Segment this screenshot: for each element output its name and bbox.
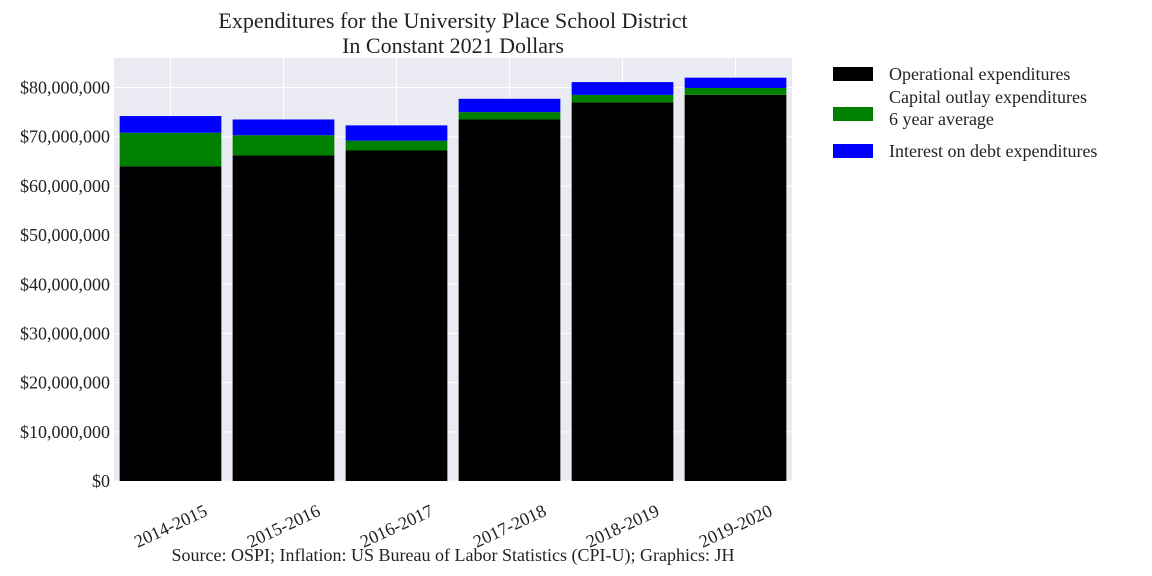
bar-interest-on-debt-expenditures-2019-2020 bbox=[684, 77, 787, 89]
y-tick-label: $70,000,000 bbox=[20, 127, 110, 147]
y-tick-label: $60,000,000 bbox=[20, 176, 110, 196]
chart-title: Expenditures for the University Place Sc… bbox=[218, 8, 687, 33]
chart-subtitle: In Constant 2021 Dollars bbox=[342, 33, 564, 58]
x-tick-label: 2017-2018 bbox=[470, 500, 549, 551]
x-tick-label: 2018-2019 bbox=[583, 500, 662, 551]
bar-interest-on-debt-expenditures-2017-2018 bbox=[458, 98, 561, 113]
bar-capital-outlay-expenditures-6-year-average-2015-2016 bbox=[232, 135, 335, 156]
source-footnote: Source: OSPI; Inflation: US Bureau of La… bbox=[172, 545, 735, 566]
bar-operational-expenditures-2018-2019 bbox=[571, 102, 674, 481]
y-axis-tick-labels: $0 $10,000,000 $20,000,000 $30,000,000 $40,0… bbox=[20, 78, 110, 491]
x-tick-label: 2014-2015 bbox=[131, 500, 210, 551]
bar-operational-expenditures-2016-2017 bbox=[345, 150, 448, 481]
y-tick-label: $80,000,000 bbox=[20, 78, 110, 98]
y-tick-label: $20,000,000 bbox=[20, 373, 110, 393]
bars bbox=[119, 77, 787, 482]
legend-swatch-capital-outlay-expenditures-6-year-average bbox=[833, 107, 873, 121]
bar-operational-expenditures-2014-2015 bbox=[119, 166, 222, 482]
x-tick-label: 2016-2017 bbox=[357, 500, 436, 551]
legend-swatch-operational-expenditures bbox=[833, 67, 873, 81]
bar-capital-outlay-expenditures-6-year-average-2016-2017 bbox=[345, 140, 448, 151]
y-tick-label: $30,000,000 bbox=[20, 323, 110, 343]
y-tick-label: $0 bbox=[92, 471, 110, 491]
y-tick-label: $40,000,000 bbox=[20, 274, 110, 294]
x-tick-label: 2019-2020 bbox=[696, 500, 775, 551]
bar-interest-on-debt-expenditures-2014-2015 bbox=[119, 116, 222, 133]
legend-label-interest-on-debt-expenditures: Interest on debt expenditures bbox=[889, 141, 1097, 161]
bar-operational-expenditures-2019-2020 bbox=[684, 94, 787, 482]
y-tick-label: $10,000,000 bbox=[20, 422, 110, 442]
bar-capital-outlay-expenditures-6-year-average-2019-2020 bbox=[684, 88, 787, 95]
bar-interest-on-debt-expenditures-2015-2016 bbox=[232, 119, 335, 136]
legend-label-operational-expenditures: Operational expenditures bbox=[889, 64, 1070, 84]
bar-operational-expenditures-2017-2018 bbox=[458, 119, 561, 482]
plot-area bbox=[114, 58, 792, 481]
legend-label-capital-outlay-expenditures-6-year-average: 6 year average bbox=[889, 109, 994, 129]
legend-label-capital-outlay-expenditures-6-year-average: Capital outlay expenditures bbox=[889, 87, 1087, 107]
bar-interest-on-debt-expenditures-2016-2017 bbox=[345, 125, 448, 141]
bar-capital-outlay-expenditures-6-year-average-2017-2018 bbox=[458, 112, 561, 120]
y-tick-label: $50,000,000 bbox=[20, 225, 110, 245]
x-axis-tick-labels: 2014-2015 2015-2016 2016-2017 2017-2018 2018… bbox=[131, 500, 775, 551]
legend-swatch-interest-on-debt-expenditures bbox=[833, 144, 873, 158]
x-tick-label: 2015-2016 bbox=[244, 500, 323, 551]
bar-operational-expenditures-2015-2016 bbox=[232, 155, 335, 481]
bar-capital-outlay-expenditures-6-year-average-2018-2019 bbox=[571, 94, 674, 103]
bar-capital-outlay-expenditures-6-year-average-2014-2015 bbox=[119, 132, 222, 167]
bar-interest-on-debt-expenditures-2018-2019 bbox=[571, 82, 674, 95]
legend: Operational expenditures Capital outlay e… bbox=[833, 64, 1097, 161]
